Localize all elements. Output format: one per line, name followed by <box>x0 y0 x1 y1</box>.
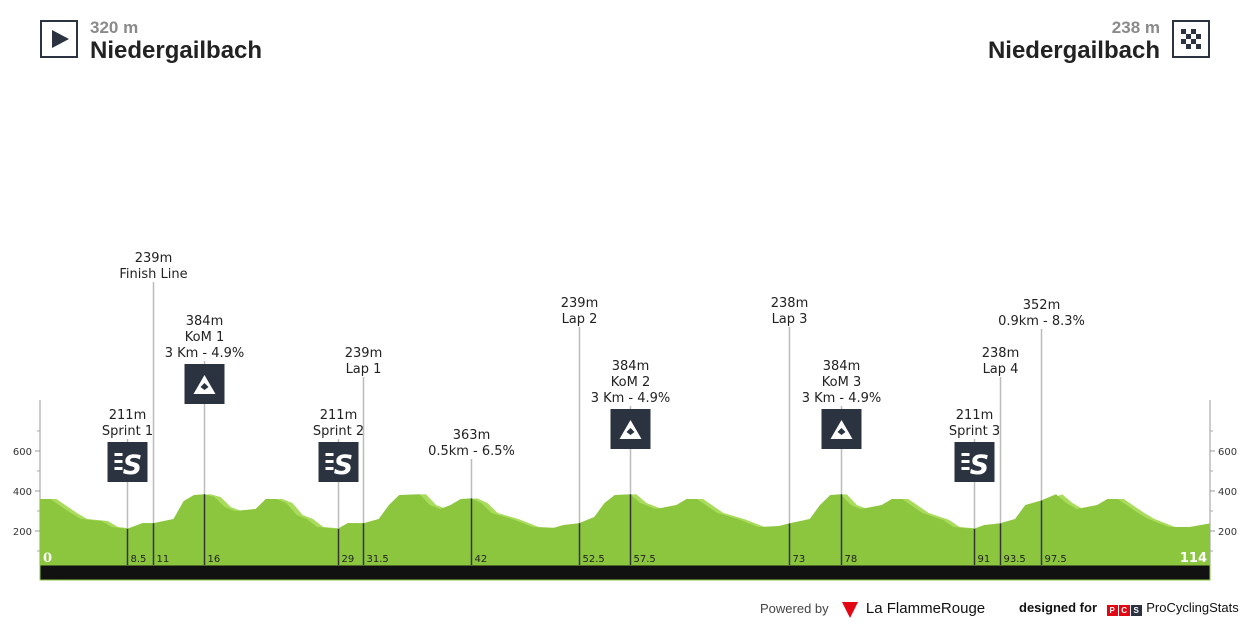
marker-label: Sprint 1 <box>102 424 153 439</box>
pcs-brand: ProCyclingStats <box>1146 600 1239 615</box>
marker-label: 384m <box>186 314 223 329</box>
mountain-snow <box>200 383 209 390</box>
sprint-stroke <box>961 453 970 456</box>
sprint-stroke <box>961 467 970 470</box>
marker-label: 211m <box>320 408 357 423</box>
x-km-label: 29 <box>342 554 355 565</box>
finish-name: Niedergailbach <box>987 37 1160 64</box>
x-km-label: 91 <box>978 554 991 565</box>
marker-label: 363m <box>453 428 490 443</box>
marker-label: 239m <box>561 296 598 311</box>
marker-label: 0.9km - 8.3% <box>998 314 1085 329</box>
y-tick-label: 600 <box>1218 447 1237 458</box>
marker-label: KoM 2 <box>611 375 650 390</box>
finish-info: 238 m Niedergailbach <box>988 18 1160 64</box>
marker-label: 0.5km - 6.5% <box>428 444 515 459</box>
marker-label: Sprint 2 <box>313 424 364 439</box>
sprint-letter: S <box>123 450 142 481</box>
footer-powered: Powered by La FlammeRouge <box>760 600 985 618</box>
sprint-stroke <box>114 453 123 456</box>
sprint-icon <box>107 442 148 482</box>
start-info: 320 m Niedergailbach <box>90 18 262 64</box>
marker-label: 211m <box>109 408 146 423</box>
sprint-icon <box>954 442 995 482</box>
marker-label: KoM 3 <box>822 375 861 390</box>
marker-label: 238m <box>771 296 808 311</box>
designed-for-text: designed for <box>1019 600 1098 615</box>
x-km-label: 52.5 <box>583 554 605 565</box>
x-start-label: 0 <box>43 551 52 566</box>
y-tick-label: 200 <box>1218 527 1237 538</box>
marker-label: Lap 1 <box>346 362 382 377</box>
flamme-rouge-logo-icon <box>842 602 859 618</box>
sprint-stroke <box>325 453 334 456</box>
marker-label: 3 Km - 4.9% <box>591 391 671 406</box>
y-tick-label: 400 <box>13 487 32 498</box>
sprint-icon <box>318 442 359 482</box>
x-km-label: 11 <box>157 554 170 565</box>
mountain-snow <box>626 428 635 435</box>
marker-label: 384m <box>612 359 649 374</box>
x-km-label: 57.5 <box>634 554 656 565</box>
x-km-label: 73 <box>793 554 806 565</box>
marker-label: 384m <box>823 359 860 374</box>
x-km-label: 93.5 <box>1004 554 1026 565</box>
start-altitude: 320 m <box>90 18 139 37</box>
x-end-label: 114 <box>1180 551 1207 566</box>
y-tick-label: 600 <box>13 447 32 458</box>
sprint-stroke <box>325 460 334 463</box>
marker-label: Finish Line <box>119 267 187 282</box>
mountain-snow <box>837 428 846 435</box>
finish-altitude: 238 m <box>1111 18 1160 37</box>
marker-label: KoM 1 <box>185 330 224 345</box>
marker-label: 3 Km - 4.9% <box>165 346 245 361</box>
x-km-label: 42 <box>475 554 488 565</box>
marker-label: 3 Km - 4.9% <box>802 391 882 406</box>
marker-label: 211m <box>956 408 993 423</box>
marker-label: 239m <box>135 251 172 266</box>
marker-label: Lap 3 <box>772 312 808 327</box>
sprint-stroke <box>114 460 123 463</box>
marker-label: Lap 2 <box>562 312 598 327</box>
marker-label: 239m <box>345 346 382 361</box>
y-tick-label: 400 <box>1218 487 1237 498</box>
powered-by-text: Powered by <box>760 601 829 616</box>
x-km-label: 31.5 <box>367 554 389 565</box>
x-km-label: 8.5 <box>131 554 147 565</box>
sprint-letter: S <box>970 450 989 481</box>
checkered-flag-icon <box>1172 20 1210 58</box>
marker-label: Lap 4 <box>983 362 1019 377</box>
distance-bar <box>39 564 1211 581</box>
x-km-label: 97.5 <box>1045 554 1067 565</box>
marker-label: 238m <box>982 346 1019 361</box>
sprint-stroke <box>114 467 123 470</box>
flamme-rouge-brand: La FlammeRouge <box>865 600 986 617</box>
start-name: Niedergailbach <box>90 37 263 64</box>
x-km-label: 78 <box>845 554 858 565</box>
sprint-stroke <box>961 460 970 463</box>
y-tick-label: 200 <box>13 527 32 538</box>
profile-area <box>40 494 1210 565</box>
sprint-letter: S <box>334 450 353 481</box>
sprint-stroke <box>325 467 334 470</box>
marker-label: Sprint 3 <box>949 424 1000 439</box>
marker-label: 352m <box>1023 298 1060 313</box>
x-km-label: 16 <box>208 554 221 565</box>
start-icon <box>40 20 78 58</box>
